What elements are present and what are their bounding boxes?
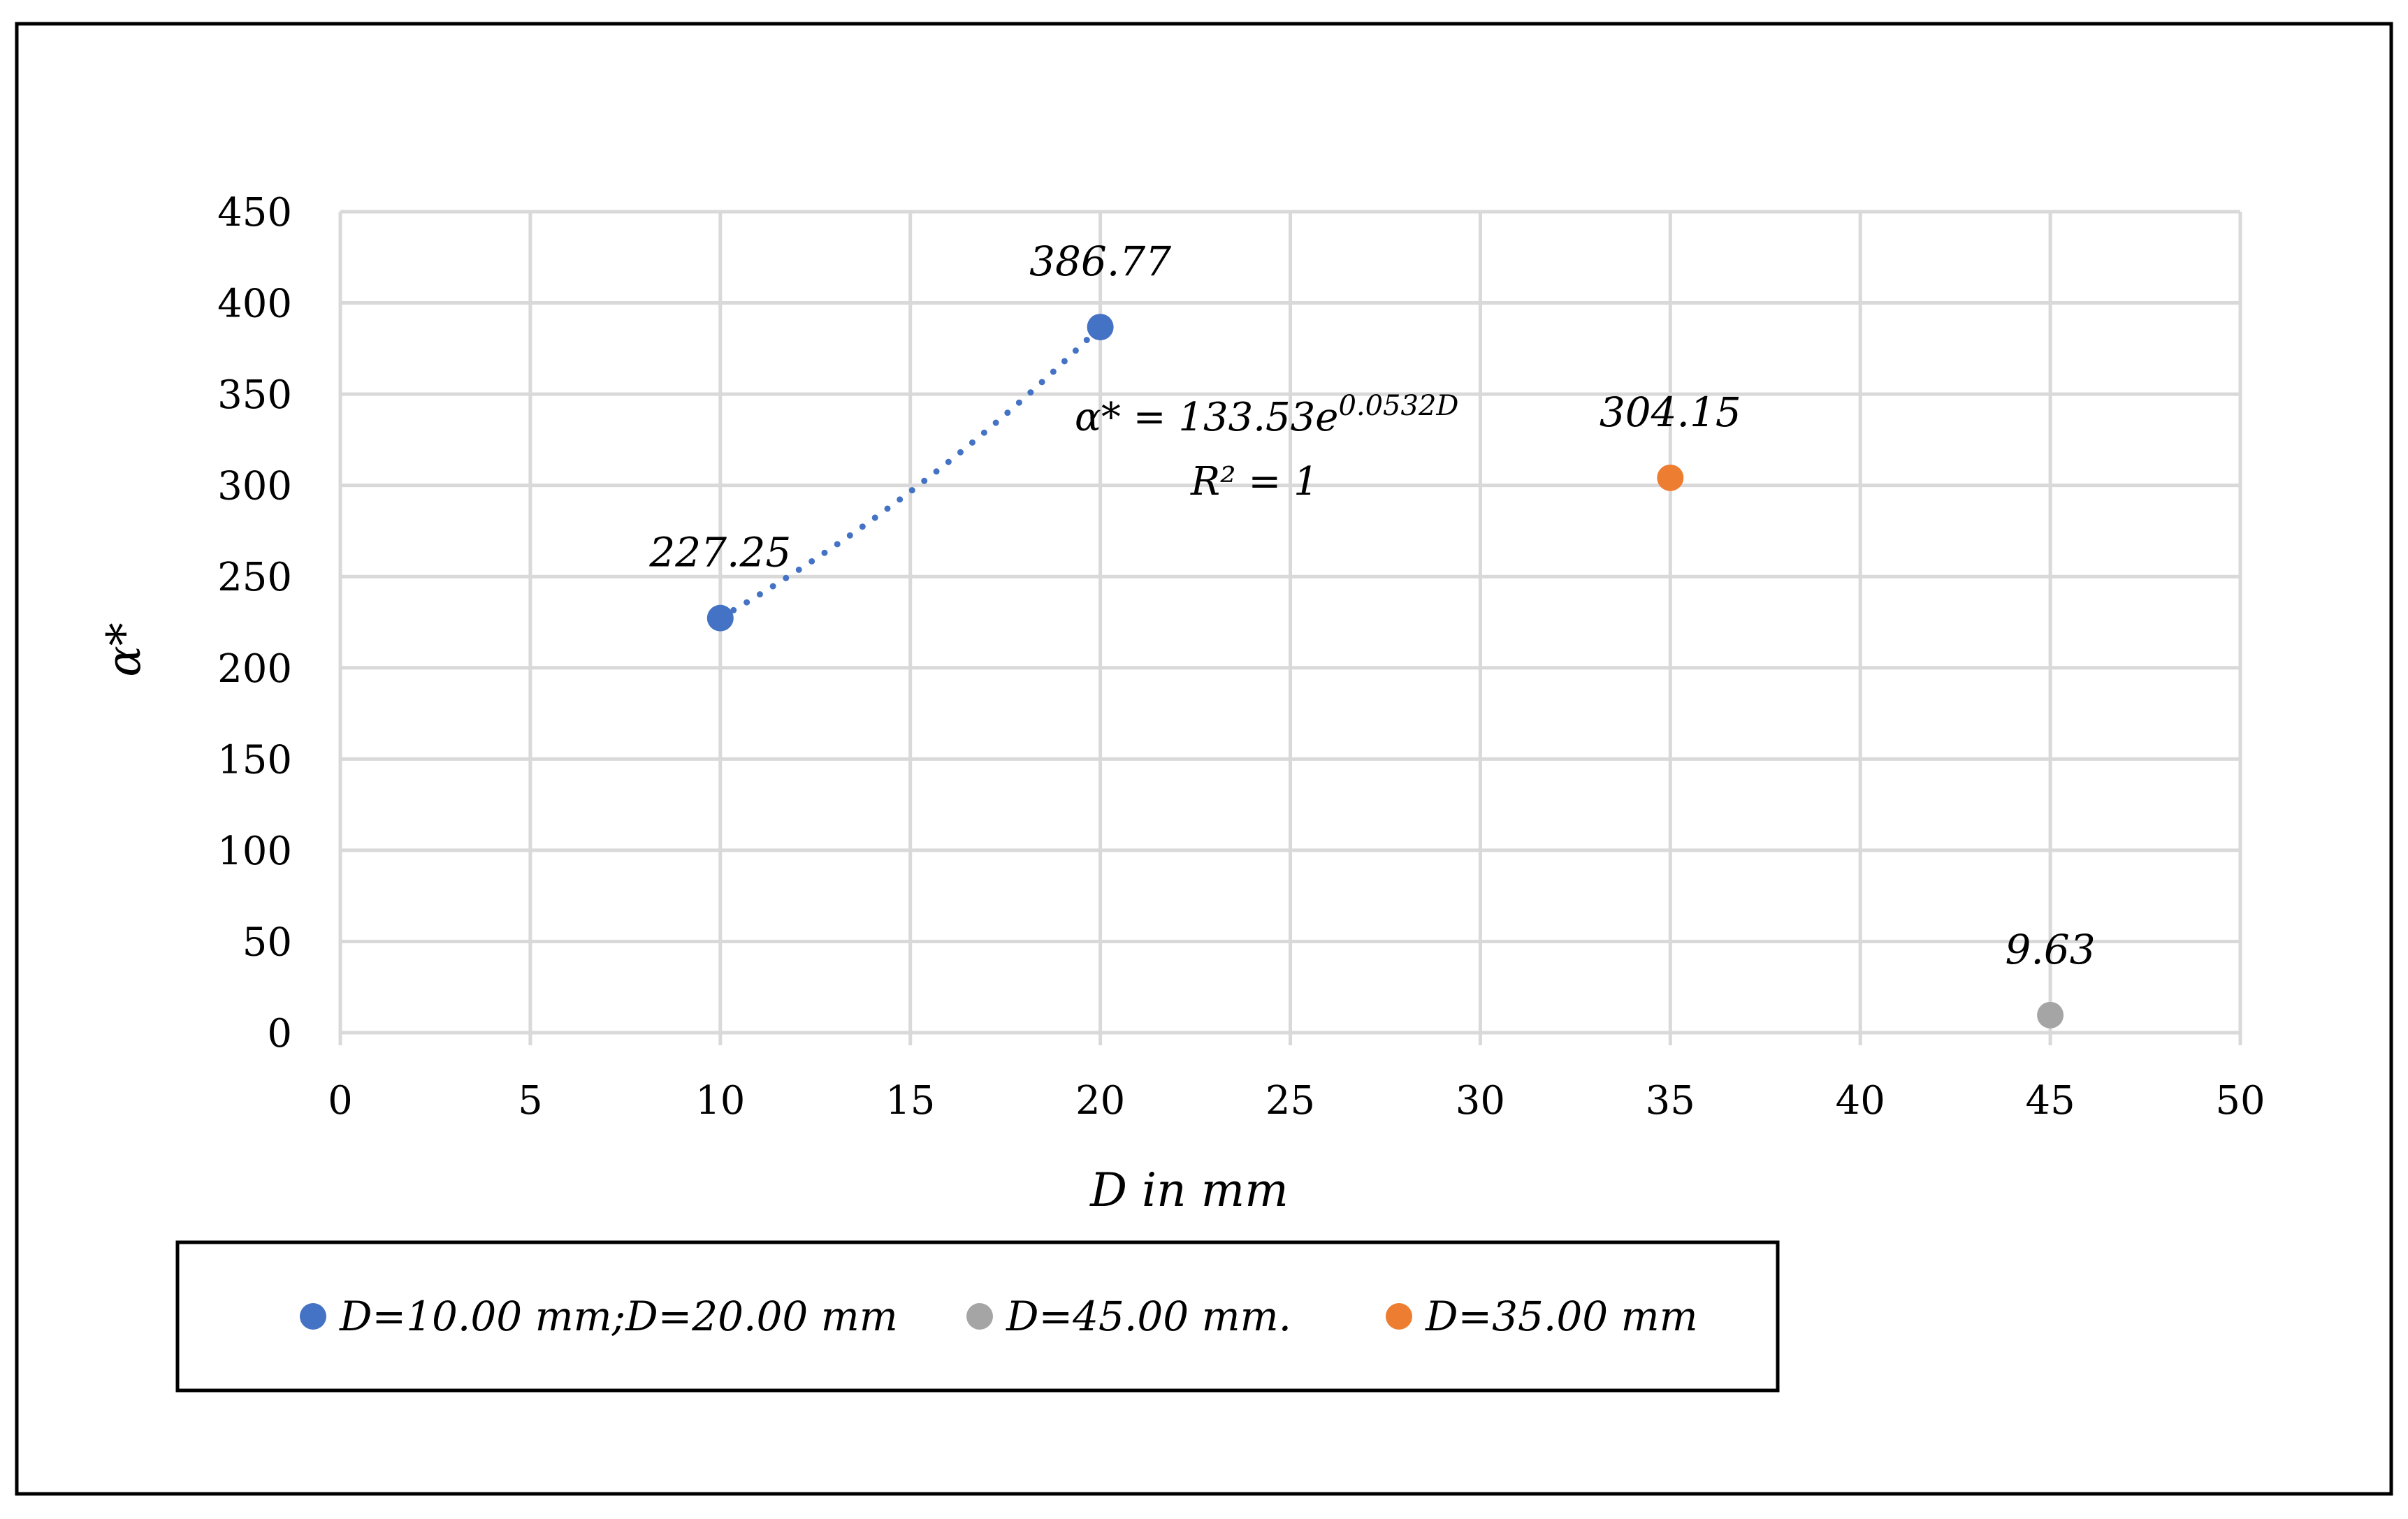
- data-label: 304.15: [1600, 388, 1741, 436]
- legend-label: D=35.00 mm: [1425, 1293, 1698, 1340]
- x-axis-ticks: 0 5 10 15 20 25 30 35 40 45 50: [328, 1078, 2265, 1124]
- x-tick-label: 15: [885, 1078, 935, 1124]
- data-point: [1657, 464, 1684, 491]
- y-tick-label: 400: [217, 282, 292, 327]
- y-tick-label: 450: [217, 190, 292, 235]
- trendline-r2: R² = 1: [1190, 459, 1319, 504]
- legend: D=10.00 mm;D=20.00 mm D=45.00 mm. D=35.00 …: [300, 1293, 1698, 1340]
- trendline-path: [717, 324, 1104, 621]
- x-tick-label: 0: [328, 1078, 353, 1124]
- y-tick-label: 50: [242, 920, 292, 965]
- y-axis-ticks: 0 50 100 150 200 250 300 350 400 450: [217, 190, 292, 1056]
- trendline-equation-exponent: 0.0532D: [1338, 390, 1458, 422]
- y-tick-label: 250: [217, 555, 292, 600]
- data-point: [2037, 1001, 2064, 1029]
- legend-marker: [1386, 1303, 1412, 1330]
- x-axis-label: D in mm: [1089, 1163, 1289, 1217]
- y-tick-label: 100: [217, 829, 292, 874]
- trendline-equation: α* = 133.53e0.0532D: [1075, 390, 1458, 440]
- data-labels: 227.25 386.77 9.63 304.15: [648, 238, 2095, 973]
- x-tick-label: 5: [518, 1078, 543, 1124]
- legend-marker: [966, 1303, 993, 1330]
- y-tick-label: 150: [217, 737, 292, 783]
- x-tick-label: 25: [1265, 1078, 1315, 1124]
- trendline-group: [717, 324, 1104, 621]
- y-tick-label: 0: [267, 1011, 292, 1056]
- data-point: [706, 604, 734, 632]
- x-tick-label: 50: [2215, 1078, 2265, 1124]
- y-tick-label: 350: [217, 372, 292, 418]
- legend-label: D=45.00 mm.: [1006, 1293, 1291, 1340]
- data-label: 227.25: [648, 529, 791, 576]
- data-label: 386.77: [1029, 238, 1171, 285]
- legend-label: D=10.00 mm;D=20.00 mm: [339, 1293, 898, 1340]
- x-tick-label: 20: [1075, 1078, 1125, 1124]
- y-tick-label: 200: [217, 646, 292, 692]
- y-tick-label: 300: [217, 464, 292, 509]
- data-points: [706, 314, 2064, 1029]
- x-tick-label: 35: [1646, 1078, 1695, 1124]
- trendline-equation-main: α* = 133.53e: [1075, 395, 1338, 440]
- x-tick-label: 40: [1836, 1078, 1885, 1124]
- data-label: 9.63: [2006, 926, 2096, 973]
- grid: [338, 210, 2242, 1045]
- x-tick-label: 45: [2025, 1078, 2075, 1124]
- x-tick-label: 10: [695, 1078, 745, 1124]
- x-tick-label: 30: [1456, 1078, 1505, 1124]
- data-point: [1087, 314, 1114, 341]
- legend-marker: [300, 1303, 326, 1330]
- y-axis-label: α*: [97, 623, 151, 677]
